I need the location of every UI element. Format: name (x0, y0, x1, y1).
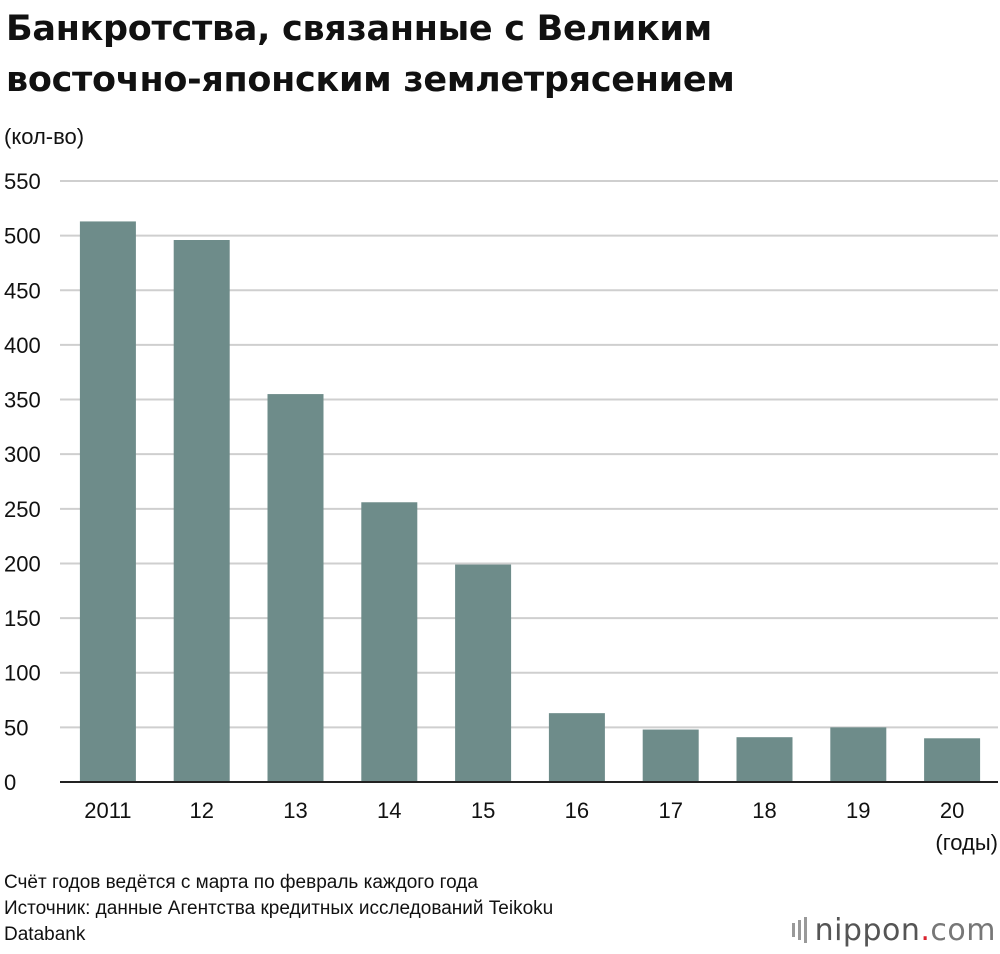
bar (830, 727, 887, 782)
y-tick-label: 250 (4, 497, 41, 522)
y-tick-label: 450 (4, 278, 41, 303)
y-tick-label: 100 (4, 661, 41, 686)
bar (173, 240, 230, 783)
y-axis-unit: (кол-во) (4, 124, 85, 149)
bar (548, 713, 605, 782)
bar (924, 738, 981, 782)
logo-text: nippon.com (815, 913, 996, 948)
y-tick-label: 400 (4, 333, 41, 358)
bar-chart: 0 50 100 150 200 250 300 350 400 450 500 550 2011 12 1… (4, 169, 998, 823)
bar (361, 502, 418, 782)
chart-title-line-2: восточно-японским землетрясением (6, 60, 735, 100)
x-tick-label: 14 (377, 798, 401, 823)
bar (736, 737, 793, 782)
x-tick-label: 15 (471, 798, 495, 823)
logo-dot: . (920, 912, 931, 948)
x-tick-label: 17 (658, 798, 682, 823)
x-tick-label: 16 (565, 798, 589, 823)
footer-source-line-2: Databank (4, 924, 86, 945)
bar (267, 394, 324, 782)
y-tick-label: 550 (4, 169, 41, 194)
y-tick-label: 0 (4, 770, 16, 795)
logo-name: nippon (814, 912, 921, 948)
chart-footer: Счёт годов ведётся с марта по февраль ка… (4, 870, 744, 948)
x-tick-label: 19 (846, 798, 870, 823)
footer-source-line-1: Источник: данные Агентства кредитных исс… (4, 898, 554, 919)
y-tick-label: 150 (4, 606, 41, 631)
x-tick-label: 12 (189, 798, 213, 823)
bar (79, 221, 136, 782)
nippon-logo: nippon.com (791, 912, 996, 948)
chart-title-line-1: Банкротства, связанные с Великим (6, 9, 712, 49)
y-tick-label: 200 (4, 551, 41, 576)
footer-note: Счёт годов ведётся с марта по февраль ка… (4, 872, 478, 893)
y-tick-label: 500 (4, 224, 41, 249)
y-tick-label: 300 (4, 442, 41, 467)
x-tick-label: 13 (283, 798, 307, 823)
logo-tld: com (930, 912, 996, 948)
bar (455, 564, 512, 782)
logo-bars-icon (791, 917, 807, 943)
x-axis-unit: (годы) (935, 830, 998, 855)
y-tick-label: 350 (4, 388, 41, 413)
x-tick-label: 18 (752, 798, 776, 823)
chart-title: Банкротства, связанные с Великим восточн… (6, 4, 996, 106)
x-tick-label: 2011 (84, 798, 131, 823)
x-tick-label: 20 (940, 798, 964, 823)
bar (642, 729, 699, 782)
y-tick-label: 50 (4, 715, 28, 740)
